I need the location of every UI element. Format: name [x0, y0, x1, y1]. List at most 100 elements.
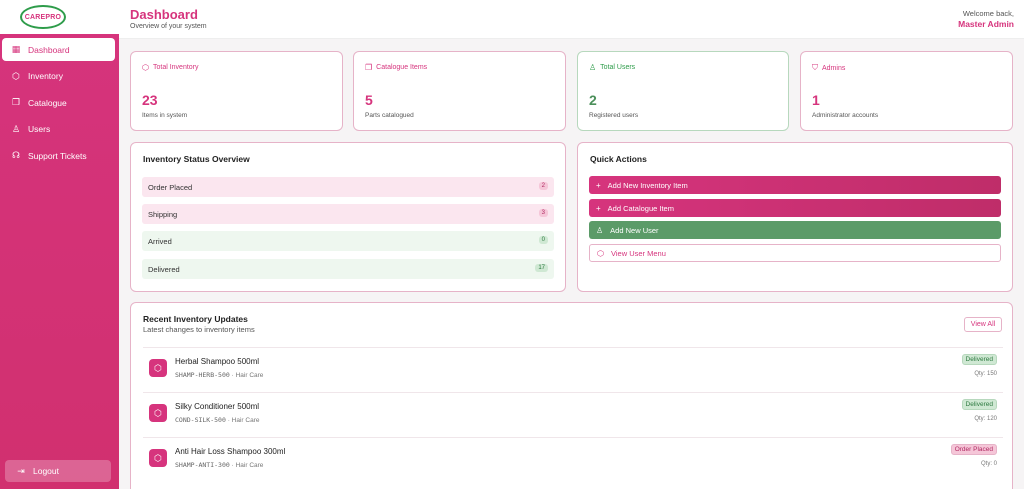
status-label: Order Placed: [148, 182, 193, 192]
item-meta: COND-SILK-500 · Hair Care: [175, 416, 259, 424]
logout-button[interactable]: ⇥ Logout: [5, 460, 111, 482]
quick-actions-panel: Quick Actions + Add New Inventory Item +…: [577, 142, 1013, 292]
box-icon: ⬡: [142, 63, 149, 72]
book-icon: ❐: [11, 97, 21, 107]
plus-icon: +: [596, 180, 601, 190]
status-row-delivered: Delivered 17: [142, 259, 554, 279]
sidebar-item-label: Users: [28, 124, 51, 134]
stat-value: 23: [142, 92, 158, 108]
status-count-badge: 3: [538, 209, 548, 217]
stat-value: 2: [589, 92, 597, 108]
page-title: Dashboard: [130, 7, 198, 22]
sidebar-item-catalogue[interactable]: ❐ Catalogue: [2, 91, 115, 114]
book-icon: ❐: [365, 63, 373, 72]
status-row-arrived: Arrived 0: [142, 231, 554, 251]
logo-text: CAREPRO: [24, 13, 62, 21]
sidebar-item-inventory[interactable]: ⬡ Inventory: [2, 65, 115, 88]
item-sku: SHAMP-HERB-500: [175, 371, 230, 379]
status-count-badge: 17: [535, 264, 548, 272]
item-category: Hair Care: [235, 372, 264, 379]
status-label: Delivered: [148, 264, 180, 274]
status-badge: Delivered: [961, 354, 997, 365]
sidebar-item-label: Catalogue: [28, 97, 67, 108]
sidebar-item-support-tickets[interactable]: ☊ Support Tickets: [2, 144, 115, 167]
status-count-badge: 2: [538, 182, 548, 190]
list-item[interactable]: ⬡ Anti Hair Loss Shampoo 300ml SHAMP-ANT…: [143, 437, 1003, 479]
item-meta: SHAMP-ANTI-300 · Hair Care: [175, 461, 263, 469]
stat-header: ♙ Total Users: [589, 63, 635, 72]
package-icon: ⬡: [149, 359, 167, 377]
action-label: Add New User: [610, 225, 659, 235]
recent-updates-panel: Recent Inventory Updates Latest changes …: [130, 302, 1013, 489]
item-name: Herbal Shampoo 500ml: [175, 357, 260, 366]
logout-icon: ⇥: [17, 465, 25, 476]
stat-note: Registered users: [589, 112, 639, 119]
stat-card-catalogue-items: ❐ Catalogue Items 5 Parts catalogued: [353, 51, 566, 131]
status-row-shipping: Shipping 3: [142, 204, 554, 224]
action-label: Add Catalogue Item: [607, 203, 674, 213]
item-qty: Qty: 120: [974, 416, 997, 422]
add-user-button[interactable]: ♙ Add New User: [589, 221, 1001, 239]
headset-icon: ☊: [12, 150, 20, 160]
logo[interactable]: CAREPRO: [20, 5, 66, 29]
sidebar-item-users[interactable]: ♙ Users: [2, 118, 115, 141]
stat-card-total-inventory: ⬡ Total Inventory 23 Items in system: [130, 51, 343, 131]
action-label: View User Menu: [610, 248, 666, 258]
stat-header: ❐ Catalogue Items: [365, 63, 427, 72]
grid-icon: ▦: [11, 44, 21, 54]
item-name: Silky Conditioner 500ml: [175, 402, 260, 411]
view-user-menu-button[interactable]: ⬡ View User Menu: [589, 244, 1001, 262]
list-item[interactable]: ⬡ Herbal Shampoo 500ml SHAMP-HERB-500 · …: [143, 347, 1003, 389]
status-badge: Delivered: [961, 399, 997, 410]
box-icon: ⬡: [597, 248, 604, 258]
stat-card-total-users: ♙ Total Users 2 Registered users: [577, 51, 789, 131]
sidebar-item-label: Dashboard: [28, 44, 70, 55]
stat-label: Total Users: [600, 64, 636, 71]
item-meta: SHAMP-HERB-500 · Hair Care: [175, 371, 263, 379]
item-sku: SHAMP-ANTI-300: [175, 461, 230, 469]
item-category: Hair Care: [235, 462, 264, 469]
package-icon: ⬡: [149, 449, 167, 467]
status-row-order-placed: Order Placed 2: [142, 177, 554, 197]
sidebar-item-label: Inventory: [28, 71, 63, 81]
user-icon: ♙: [11, 123, 21, 134]
plus-icon: +: [596, 203, 601, 213]
shield-icon: ⛉: [812, 63, 818, 72]
item-qty: Qty: 150: [974, 371, 997, 377]
stat-label: Catalogue Items: [376, 64, 428, 71]
meta-separator: ·: [231, 462, 234, 469]
status-count-badge: 0: [538, 236, 548, 244]
section-subtitle: Latest changes to inventory items: [143, 325, 255, 334]
item-category: Hair Care: [231, 417, 260, 424]
stat-label: Admins: [822, 64, 846, 72]
add-catalogue-item-button[interactable]: + Add Catalogue Item: [589, 199, 1001, 217]
stat-label: Total Inventory: [152, 64, 199, 71]
meta-separator: ·: [227, 417, 230, 424]
stat-card-admins: ⛉ Admins 1 Administrator accounts: [800, 51, 1013, 131]
current-user-name[interactable]: Master Admin: [958, 19, 1014, 29]
box-icon: ⬡: [12, 70, 20, 81]
list-item[interactable]: ⬡ Silky Conditioner 500ml COND-SILK-500 …: [143, 392, 1003, 434]
status-label: Shipping: [148, 209, 178, 219]
header: Dashboard Overview of your system Welcom…: [119, 0, 1024, 39]
collapse-sidebar-icon[interactable]: ‹: [99, 9, 103, 23]
meta-separator: ·: [231, 372, 234, 379]
item-qty: Qty: 0: [980, 461, 997, 467]
user-icon: ♙: [589, 63, 597, 72]
welcome-text: Welcome back,: [962, 9, 1014, 18]
sidebar: CAREPRO ‹ ▦ Dashboard ⬡ Inventory ❐ Cata…: [0, 0, 119, 489]
section-title: Recent Inventory Updates: [143, 314, 248, 324]
stat-note: Parts catalogued: [365, 112, 414, 119]
view-all-button[interactable]: View All: [964, 317, 1002, 332]
inventory-status-panel: Inventory Status Overview Order Placed 2…: [130, 142, 566, 292]
page-subtitle: Overview of your system: [130, 23, 207, 30]
sidebar-nav: ▦ Dashboard ⬡ Inventory ❐ Catalogue ♙ Us…: [0, 38, 119, 167]
section-title: Quick Actions: [590, 154, 647, 164]
stat-header: ⛉ Admins: [812, 63, 845, 73]
stat-header: ⬡ Total Inventory: [142, 63, 199, 72]
sidebar-item-dashboard[interactable]: ▦ Dashboard: [2, 38, 115, 61]
logo-area: CAREPRO ‹: [0, 0, 119, 34]
item-sku: COND-SILK-500: [175, 416, 226, 424]
add-inventory-item-button[interactable]: + Add New Inventory Item: [589, 176, 1001, 194]
item-name: Anti Hair Loss Shampoo 300ml: [175, 447, 286, 456]
